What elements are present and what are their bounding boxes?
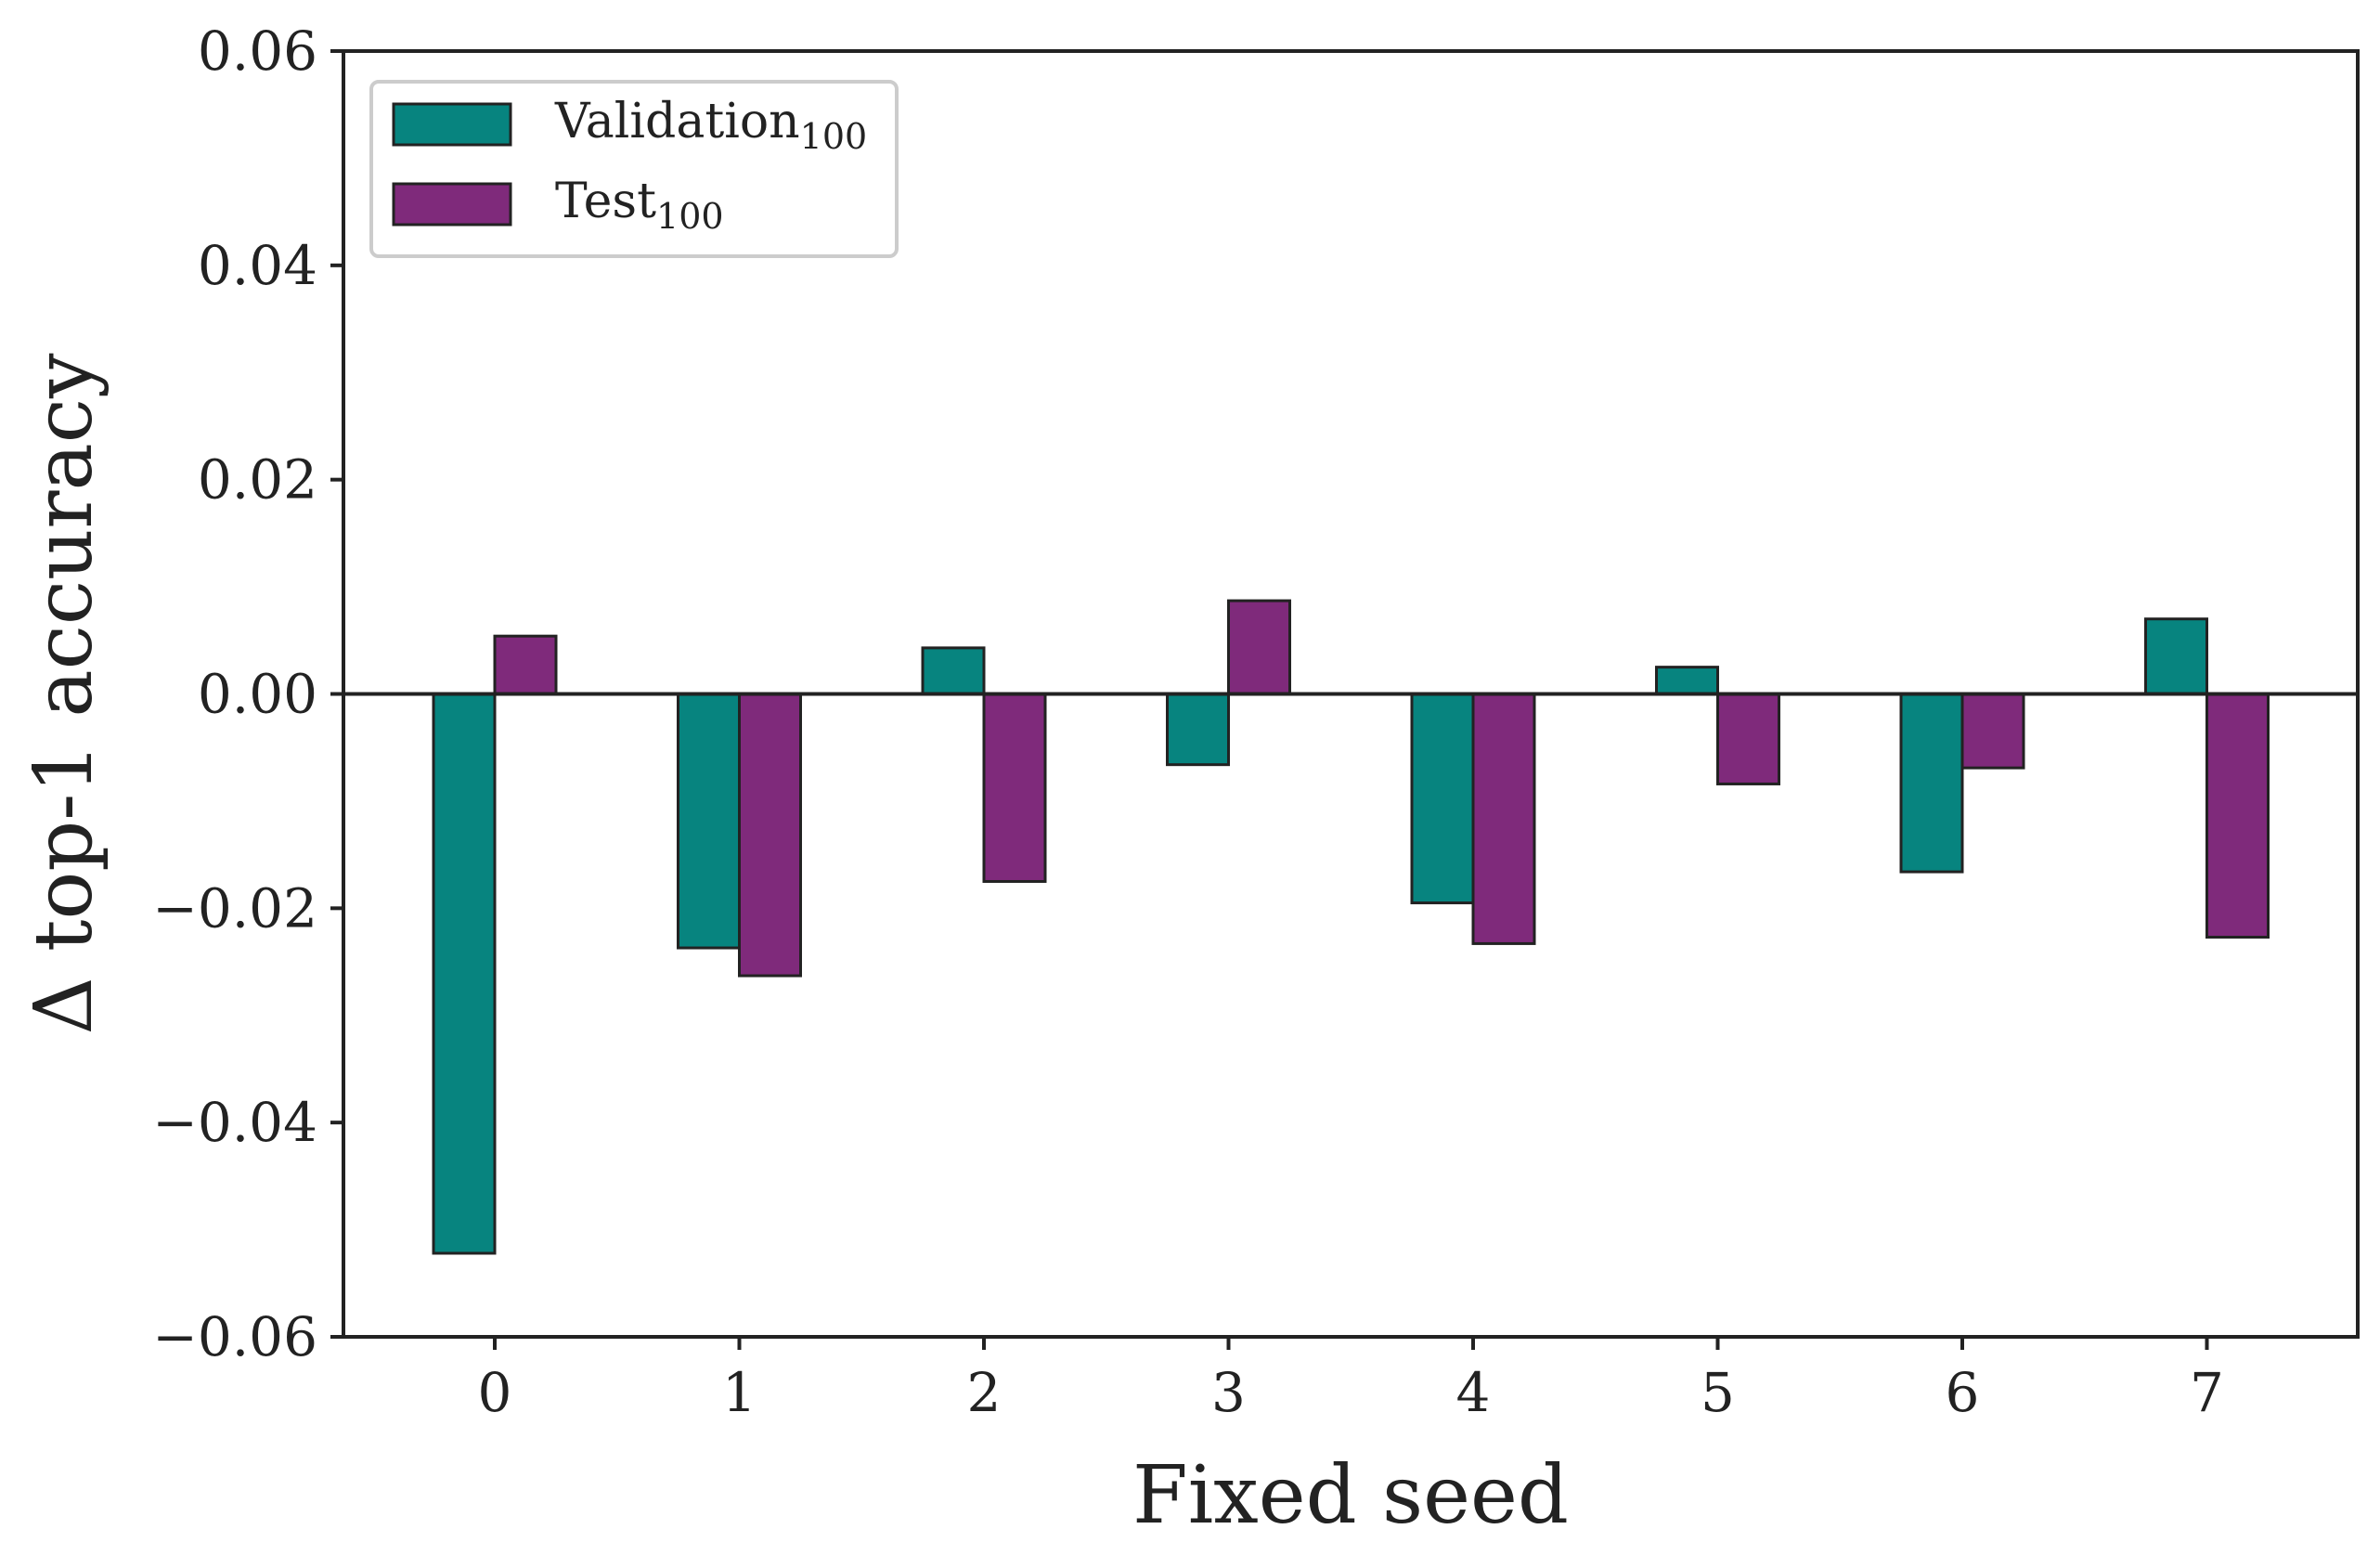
legend: Validation100 Test100 xyxy=(369,80,899,258)
bar-test-seed-4 xyxy=(1471,693,1536,945)
bar-test-seed-7 xyxy=(2205,693,2270,939)
x-tick-label: 2 xyxy=(967,1361,1002,1424)
bar-validation-seed-6 xyxy=(1899,693,1964,874)
y-tick-label: −0.04 xyxy=(152,1091,317,1154)
y-tick-label: 0.02 xyxy=(198,448,317,512)
x-tick-label: 4 xyxy=(1456,1361,1491,1424)
y-tick-label: 0.04 xyxy=(198,234,317,297)
bar-test-seed-6 xyxy=(1960,693,2025,770)
x-axis-title: Fixed seed xyxy=(1132,1449,1569,1542)
bar-validation-seed-3 xyxy=(1166,693,1230,767)
legend-label-test: Test100 xyxy=(555,174,724,237)
x-tick-label: 6 xyxy=(1946,1361,1980,1424)
bar-validation-seed-2 xyxy=(921,646,986,696)
bar-test-seed-3 xyxy=(1227,599,1291,696)
bar-validation-seed-0 xyxy=(432,693,497,1255)
y-axis-title: Δ top-1 accuracy xyxy=(18,353,110,1034)
bar-validation-seed-5 xyxy=(1655,666,1719,695)
bar-test-seed-2 xyxy=(982,693,1047,883)
x-tick-label: 7 xyxy=(2190,1361,2224,1424)
y-tick-label: 0.06 xyxy=(198,19,317,83)
bar-test-seed-5 xyxy=(1716,693,1780,785)
y-tick-label: −0.02 xyxy=(152,876,317,939)
legend-label-validation: Validation100 xyxy=(554,94,867,157)
x-tick-label: 3 xyxy=(1211,1361,1246,1424)
x-tick-label: 1 xyxy=(722,1361,757,1424)
bar-validation-seed-7 xyxy=(2144,617,2208,695)
x-tick-label: 5 xyxy=(1701,1361,1735,1424)
x-tick-label: 0 xyxy=(478,1361,512,1424)
bar-validation-seed-1 xyxy=(677,693,741,950)
bar-test-seed-1 xyxy=(738,693,802,978)
y-tick-label: −0.06 xyxy=(152,1305,317,1368)
axes-layer: 0.06 0.04 0.02 0.00 −0.02 −0.04 −0.06 0 1 2 3 4 5 6 7 xyxy=(152,19,2360,1424)
y-tick-label: 0.00 xyxy=(198,663,317,726)
plot-area xyxy=(432,599,2270,1255)
legend-swatch-test xyxy=(392,182,512,227)
legend-swatch-validation xyxy=(392,102,512,147)
bar-validation-seed-4 xyxy=(1410,693,1475,905)
bar-test-seed-0 xyxy=(493,634,558,695)
